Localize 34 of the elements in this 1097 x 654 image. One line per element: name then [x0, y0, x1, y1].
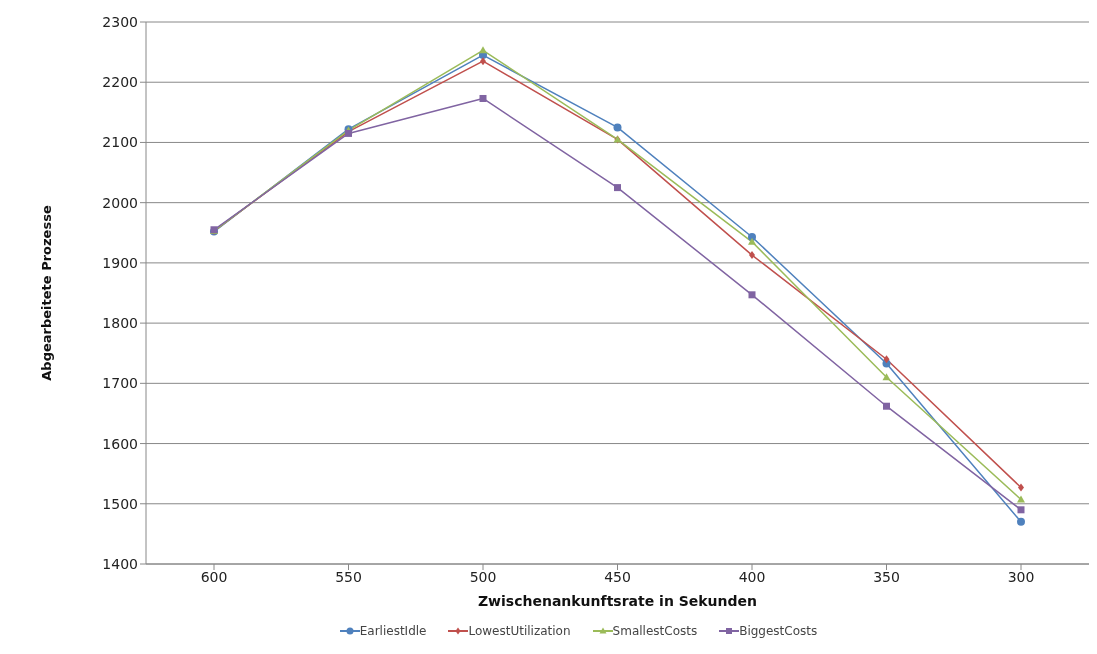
legend-label: LowestUtilization	[467, 624, 571, 638]
legend-label: EarliestIdle	[358, 624, 427, 638]
y-axis-title: Abgearbeitete Prozesse	[38, 205, 54, 381]
x-axis-title: Zwischenankunftsrate in Sekunden	[477, 593, 758, 609]
y-tick-label: 1400	[102, 555, 138, 572]
y-tick-label: 2100	[102, 134, 138, 151]
y-tick-label: 1500	[102, 495, 138, 512]
point	[614, 184, 621, 192]
x-tick-label: 350	[873, 568, 900, 585]
point	[479, 46, 487, 54]
x-tick-label: 300	[1007, 568, 1035, 585]
point	[1017, 495, 1025, 503]
point	[883, 355, 890, 364]
x-tick-label: 500	[469, 568, 497, 585]
x-tick-label: 550	[335, 568, 362, 585]
point	[748, 237, 756, 245]
x-tick-label: 600	[200, 568, 228, 585]
y-tick-label: 1700	[102, 375, 138, 392]
y-tick-label: 1800	[102, 315, 138, 332]
point	[883, 402, 890, 410]
point	[1017, 506, 1025, 514]
legend-label: SmallestCosts	[611, 624, 698, 638]
y-tick-label: 2200	[102, 74, 138, 91]
point	[1017, 517, 1025, 526]
y-tick-label: 2000	[102, 194, 138, 211]
y-tick-label: 1600	[102, 435, 138, 452]
x-tick-label: 400	[738, 568, 766, 585]
x-tick-label: 450	[604, 568, 631, 585]
legend-label: BiggestCosts	[738, 624, 818, 638]
y-tick-label: 1900	[102, 254, 138, 271]
point	[748, 291, 756, 299]
y-tick-label: 2300	[102, 13, 138, 30]
point	[479, 94, 487, 102]
point	[613, 123, 622, 132]
